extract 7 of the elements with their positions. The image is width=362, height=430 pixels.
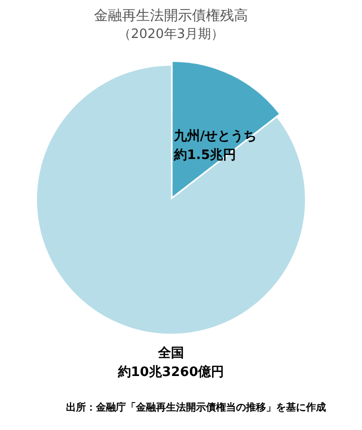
chart-title: 金融再生法開示債権残高: [94, 8, 248, 24]
slice-label: 九州/せとうち: [173, 129, 257, 144]
text: 出所：金融庁「金融再生法開示債権当の推移」を基に作成: [66, 402, 326, 414]
data-label: 約1.5兆円: [173, 148, 236, 164]
slice-label: 全国: [157, 346, 184, 362]
chart-subtitle: （2020年3月期）: [118, 26, 224, 42]
data-label: 約10兆3260億円: [116, 364, 224, 380]
